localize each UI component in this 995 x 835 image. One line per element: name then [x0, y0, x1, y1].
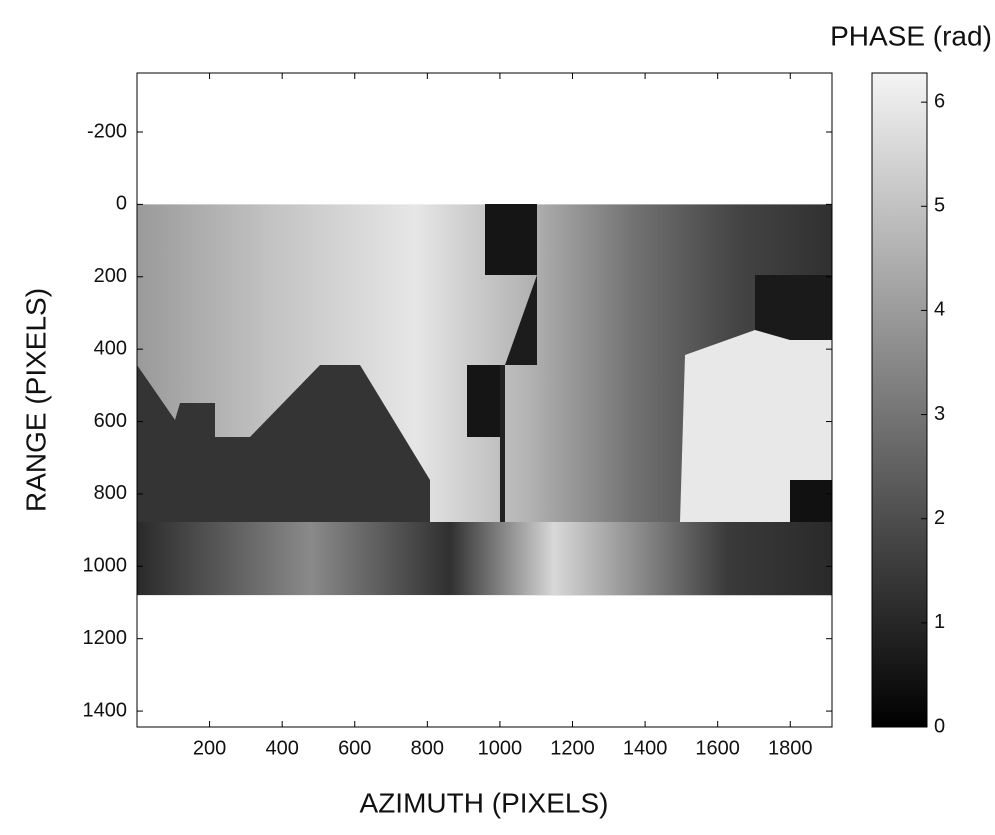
colorbar-tick-label: 3 [934, 403, 945, 425]
x-tick-label: 800 [411, 737, 444, 759]
phase-image [137, 204, 832, 596]
x-tick-label: 1200 [550, 737, 595, 759]
x-axis-label: AZIMUTH (PIXELS) [360, 787, 609, 818]
y-axis-label: RANGE (PIXELS) [20, 288, 51, 512]
y-tick-label: 800 [94, 482, 127, 504]
y-tick-label: 1400 [83, 699, 128, 721]
plot-frame [136, 72, 833, 728]
colorbar [871, 72, 928, 728]
colorbar-tick-label: 4 [934, 299, 945, 321]
x-tick-label: 600 [338, 737, 371, 759]
x-tick-label: 400 [265, 737, 298, 759]
y-tick-label: 1000 [83, 555, 128, 577]
y-tick-label: -200 [87, 120, 127, 142]
y-tick-label: 400 [94, 337, 127, 359]
x-tick-label: 1600 [695, 737, 740, 759]
colorbar-tick-label: 5 [934, 195, 945, 217]
colorbar-tick-label: 2 [934, 507, 945, 529]
y-tick-label: 200 [94, 265, 127, 287]
x-tick-label: 1400 [623, 737, 668, 759]
colorbar-tick-label: 1 [934, 611, 945, 633]
x-tick-label: 1000 [478, 737, 523, 759]
colorbar-tick-label: 6 [934, 90, 945, 112]
x-tick-label: 1800 [768, 737, 813, 759]
y-tick-label: 0 [116, 193, 127, 215]
x-tick-label: 200 [193, 737, 226, 759]
y-tick-label: 1200 [83, 627, 128, 649]
colorbar-tick-label: 0 [934, 715, 945, 737]
y-tick-label: 600 [94, 410, 127, 432]
colorbar-title: PHASE (rad) [830, 20, 992, 51]
